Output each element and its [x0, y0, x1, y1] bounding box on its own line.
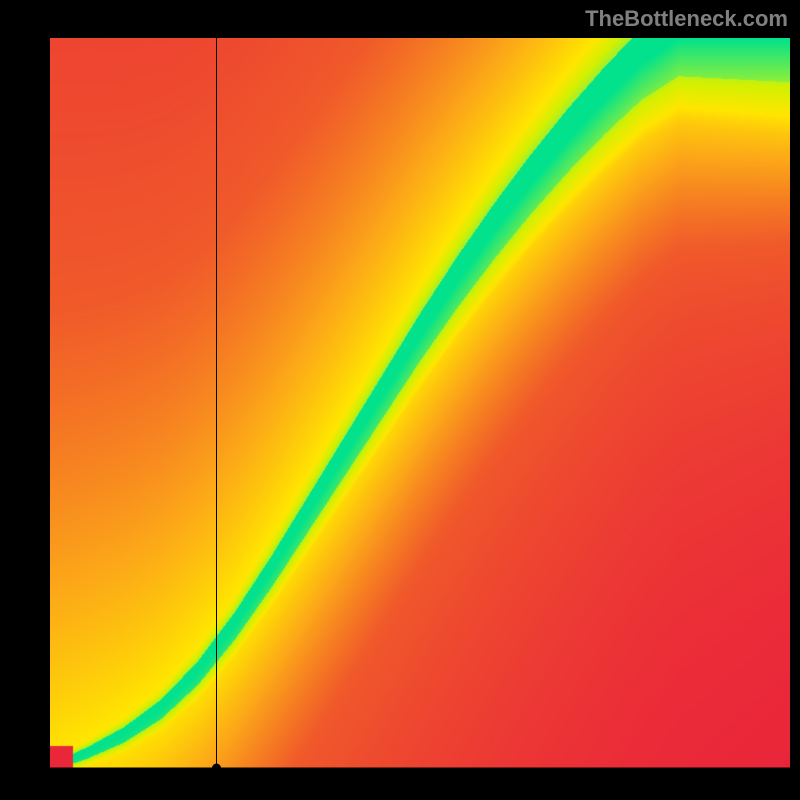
chart-container: TheBottleneck.com: [0, 0, 800, 800]
watermark-text: TheBottleneck.com: [585, 6, 788, 32]
bottleneck-heatmap: [50, 38, 790, 768]
